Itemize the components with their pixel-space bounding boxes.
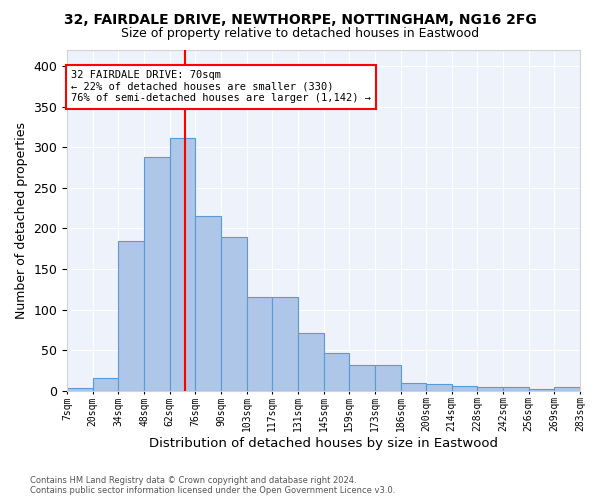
X-axis label: Distribution of detached houses by size in Eastwood: Distribution of detached houses by size … (149, 437, 498, 450)
Bar (401, 382, 426, 390)
Text: Contains HM Land Registry data © Crown copyright and database right 2024.
Contai: Contains HM Land Registry data © Crown c… (30, 476, 395, 495)
Bar (93, 378, 118, 390)
Bar (478, 386, 503, 390)
Bar (221, 236, 247, 390)
Bar (323, 354, 349, 391)
Y-axis label: Number of detached properties: Number of detached properties (15, 122, 28, 319)
Bar (554, 388, 580, 390)
Text: 32, FAIRDALE DRIVE, NEWTHORPE, NOTTINGHAM, NG16 2FG: 32, FAIRDALE DRIVE, NEWTHORPE, NOTTINGHA… (64, 12, 536, 26)
Bar (247, 296, 272, 390)
Bar (375, 364, 401, 390)
Text: 32 FAIRDALE DRIVE: 70sqm
← 22% of detached houses are smaller (330)
76% of semi-: 32 FAIRDALE DRIVE: 70sqm ← 22% of detach… (71, 70, 371, 104)
Bar (196, 216, 221, 390)
Bar (67, 388, 93, 390)
Bar (426, 384, 452, 390)
Bar (503, 386, 529, 390)
Bar (452, 386, 478, 390)
Bar (118, 240, 144, 390)
Bar (349, 364, 375, 390)
Bar (298, 333, 323, 390)
Text: Size of property relative to detached houses in Eastwood: Size of property relative to detached ho… (121, 28, 479, 40)
Bar (272, 296, 298, 390)
Bar (144, 157, 170, 390)
Bar (529, 389, 554, 390)
Bar (170, 138, 196, 390)
